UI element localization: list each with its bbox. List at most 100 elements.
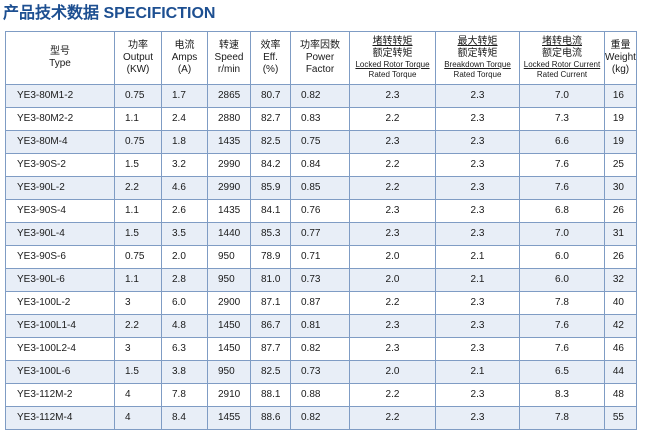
cell-lrt: 2.2 — [349, 107, 436, 131]
cell-output: 0.75 — [114, 84, 162, 108]
cell-lrc: 7.8 — [519, 406, 605, 430]
cell-eff: 84.2 — [250, 153, 291, 177]
cell-output: 4 — [114, 406, 162, 430]
cell-eff: 82.5 — [250, 130, 291, 154]
table-row: YE3-100L-6 1.5 3.8 950 82.5 0.73 2.0 2.1… — [5, 360, 637, 384]
cell-pf: 0.71 — [290, 245, 350, 269]
cell-lrt: 2.3 — [349, 130, 436, 154]
header-lrt-cn-bottom: 额定转矩 — [372, 48, 413, 59]
cell-bdt: 2.3 — [435, 222, 520, 246]
cell-lrt: 2.0 — [349, 268, 436, 292]
header-bdt-cn-top: 最大转矩 — [457, 36, 498, 47]
cell-pf: 0.73 — [290, 360, 350, 384]
header-output-en: Output — [122, 52, 154, 63]
cell-weight: 26 — [604, 199, 637, 223]
cell-amps: 2.8 — [161, 268, 208, 292]
table-row: YE3-112M-4 4 8.4 1455 88.6 0.82 2.2 2.3 … — [5, 406, 637, 430]
header-type: 型号 Type — [5, 31, 115, 85]
cell-output: 1.1 — [114, 268, 162, 292]
header-amps-en: Amps — [171, 52, 198, 63]
header-speed-cn: 转速 — [219, 40, 239, 51]
header-eff-cn: 效率 — [260, 40, 281, 51]
cell-type: YE3-90S-6 — [5, 245, 115, 269]
cell-speed: 1440 — [207, 222, 251, 246]
cell-lrc: 7.3 — [519, 107, 605, 131]
cell-pf: 0.76 — [290, 199, 350, 223]
cell-output: 0.75 — [114, 245, 162, 269]
header-output-cn: 功率 — [128, 40, 148, 51]
header-bdt-en-top: Breakdown Torque — [444, 60, 511, 69]
table-row: YE3-80M-4 0.75 1.8 1435 82.5 0.75 2.3 2.… — [5, 130, 637, 154]
cell-amps: 7.8 — [161, 383, 208, 407]
header-weight-cn: 重量 — [610, 40, 631, 51]
cell-bdt: 2.3 — [435, 199, 520, 223]
table-row: YE3-100L-2 3 6.0 2900 87.1 0.87 2.2 2.3 … — [5, 291, 637, 315]
header-eff-en: Eff. — [263, 52, 278, 63]
cell-lrt: 2.2 — [349, 153, 436, 177]
cell-amps: 6.3 — [161, 337, 208, 361]
header-output-unit: (KW) — [126, 64, 150, 75]
cell-pf: 0.85 — [290, 176, 350, 200]
header-type-en: Type — [49, 58, 71, 69]
cell-bdt: 2.1 — [435, 360, 520, 384]
cell-speed: 1455 — [207, 406, 251, 430]
cell-speed: 2880 — [207, 107, 251, 131]
cell-lrt: 2.3 — [349, 222, 436, 246]
cell-amps: 8.4 — [161, 406, 208, 430]
cell-lrc: 6.0 — [519, 245, 605, 269]
table-header: 型号 Type 功率 Output (KW) 电流 Amps (A) 转速 Sp… — [5, 31, 637, 85]
header-lrc-en-top: Locked Rotor Current — [523, 60, 601, 69]
cell-lrc: 7.6 — [519, 176, 605, 200]
cell-pf: 0.82 — [290, 337, 350, 361]
cell-pf: 0.84 — [290, 153, 350, 177]
header-eff-unit: (%) — [262, 64, 279, 75]
cell-speed: 950 — [207, 245, 251, 269]
table-row: YE3-90L-2 2.2 4.6 2990 85.9 0.85 2.2 2.3… — [5, 176, 637, 200]
header-lrc-en-bottom: Rated Current — [536, 70, 588, 79]
cell-output: 1.5 — [114, 360, 162, 384]
cell-eff: 82.5 — [250, 360, 291, 384]
cell-output: 3 — [114, 291, 162, 315]
header-lrc-cn-top: 堵转电流 — [542, 36, 582, 47]
header-lrt-en-top: Locked Rotor Torque — [355, 60, 430, 69]
cell-bdt: 2.3 — [435, 130, 520, 154]
cell-bdt: 2.3 — [435, 383, 520, 407]
cell-bdt: 2.3 — [435, 406, 520, 430]
cell-speed: 2900 — [207, 291, 251, 315]
cell-speed: 1435 — [207, 130, 251, 154]
header-locked-rotor-current: 堵转电流 额定电流 Locked Rotor Current Rated Cur… — [519, 31, 605, 85]
cell-output: 0.75 — [114, 130, 162, 154]
header-pf-cn: 功率因数 — [300, 40, 340, 51]
cell-weight: 44 — [604, 360, 637, 384]
cell-output: 1.1 — [114, 199, 162, 223]
cell-weight: 46 — [604, 337, 637, 361]
cell-type: YE3-90S-4 — [5, 199, 115, 223]
cell-speed: 950 — [207, 360, 251, 384]
cell-amps: 3.2 — [161, 153, 208, 177]
cell-speed: 2910 — [207, 383, 251, 407]
cell-eff: 84.1 — [250, 199, 291, 223]
cell-lrt: 2.2 — [349, 291, 436, 315]
cell-type: YE3-90L-4 — [5, 222, 115, 246]
cell-lrc: 6.5 — [519, 360, 605, 384]
cell-lrc: 7.8 — [519, 291, 605, 315]
cell-lrt: 2.3 — [349, 199, 436, 223]
cell-type: YE3-112M-2 — [5, 383, 115, 407]
cell-speed: 2990 — [207, 176, 251, 200]
cell-weight: 42 — [604, 314, 637, 338]
header-row: 型号 Type 功率 Output (KW) 电流 Amps (A) 转速 Sp… — [5, 31, 637, 85]
cell-amps: 2.0 — [161, 245, 208, 269]
cell-lrc: 7.6 — [519, 337, 605, 361]
cell-bdt: 2.3 — [435, 107, 520, 131]
cell-type: YE3-100L2-4 — [5, 337, 115, 361]
cell-eff: 87.7 — [250, 337, 291, 361]
cell-bdt: 2.1 — [435, 268, 520, 292]
table-row: YE3-90S-6 0.75 2.0 950 78.9 0.71 2.0 2.1… — [5, 245, 637, 269]
header-lrt-en-bottom: Rated Torque — [368, 70, 417, 79]
cell-lrt: 2.3 — [349, 337, 436, 361]
cell-eff: 81.0 — [250, 268, 291, 292]
cell-pf: 0.82 — [290, 84, 350, 108]
cell-lrt: 2.2 — [349, 406, 436, 430]
header-lrt-cn-top: 堵转转矩 — [372, 36, 413, 47]
table-row: YE3-80M1-2 0.75 1.7 2865 80.7 0.82 2.3 2… — [5, 84, 637, 108]
